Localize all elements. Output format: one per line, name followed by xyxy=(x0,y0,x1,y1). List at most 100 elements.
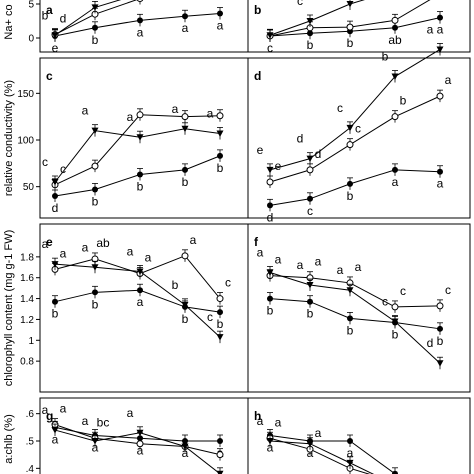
significance-label: a xyxy=(42,237,49,251)
data-point xyxy=(437,325,443,332)
panel-label: a xyxy=(46,3,53,17)
panel-g: g.6.5.4a:chlb (%)aaaaaabcaaa xyxy=(3,397,249,474)
data-point xyxy=(51,32,59,39)
significance-label: a xyxy=(92,441,99,455)
significance-label: b xyxy=(347,36,354,50)
data-point xyxy=(182,13,188,20)
significance-label: a xyxy=(52,432,59,446)
panel-label: b xyxy=(254,3,261,17)
y-tick-label: 150 xyxy=(17,89,34,100)
data-point xyxy=(306,18,314,25)
significance-label: b xyxy=(92,194,99,208)
significance-label: a xyxy=(182,446,189,460)
data-point xyxy=(267,202,273,209)
significance-label: d xyxy=(297,132,304,146)
data-point xyxy=(91,4,99,11)
y-tick-label: 0 xyxy=(28,34,34,45)
data-point xyxy=(436,46,444,53)
significance-label: b xyxy=(437,334,444,348)
data-point xyxy=(137,287,143,294)
significance-label: b xyxy=(217,161,224,175)
significance-label: a xyxy=(315,426,322,440)
data-point xyxy=(266,269,274,276)
y-tick-label: 50 xyxy=(23,182,35,193)
data-point xyxy=(346,124,354,132)
y-tick-label: 1.6 xyxy=(20,273,34,284)
panel-frame xyxy=(247,57,471,219)
significance-label: a xyxy=(355,260,362,274)
significance-label: c xyxy=(337,101,343,115)
data-point xyxy=(92,289,98,296)
significance-label: c xyxy=(42,155,48,169)
panel-frame xyxy=(247,223,471,393)
significance-label: bc xyxy=(97,415,110,429)
data-point xyxy=(217,10,223,17)
data-point xyxy=(52,298,58,305)
significance-label: a xyxy=(347,446,354,460)
data-point xyxy=(436,302,444,310)
significance-label: c xyxy=(267,41,273,55)
significance-label: a xyxy=(145,251,152,265)
significance-label: a xyxy=(315,255,322,269)
y-tick-label: 5 xyxy=(28,0,34,11)
significance-label: a xyxy=(337,263,344,277)
significance-label: b xyxy=(347,323,354,337)
significance-label: c xyxy=(355,122,361,136)
panel-label: h xyxy=(254,409,261,423)
data-point xyxy=(392,24,398,31)
significance-label: b xyxy=(182,175,189,189)
data-point xyxy=(266,166,274,174)
data-point xyxy=(91,162,99,170)
significance-label: a xyxy=(127,244,134,258)
significance-label: a xyxy=(257,414,264,428)
significance-label: a xyxy=(127,406,134,420)
data-point xyxy=(306,440,314,448)
data-point xyxy=(266,438,274,445)
panel-label: g xyxy=(46,409,53,423)
y-tick-label: 1.4 xyxy=(20,294,34,305)
data-point xyxy=(181,443,189,450)
significance-label: c xyxy=(382,295,388,309)
panel-f: fb bb b ba a ac caa acd xyxy=(247,223,471,393)
panel-frame xyxy=(39,57,249,219)
significance-label: d xyxy=(60,12,67,26)
series-line xyxy=(54,0,138,36)
significance-label: a xyxy=(445,73,452,87)
significance-label: a xyxy=(207,106,214,120)
significance-label: e xyxy=(52,41,59,55)
data-point xyxy=(391,73,399,81)
data-point xyxy=(216,470,224,474)
significance-label: c xyxy=(225,276,231,290)
significance-label: a xyxy=(392,175,399,189)
data-point xyxy=(182,166,188,173)
y-axis-label: chlorophyll content (mg g-1 FW) xyxy=(3,230,15,387)
significance-label: d xyxy=(315,147,322,161)
data-point xyxy=(346,141,354,149)
significance-label: c xyxy=(400,284,406,298)
panel-label: e xyxy=(46,235,53,249)
significance-label: b xyxy=(382,50,389,64)
series-line xyxy=(269,298,441,330)
data-point xyxy=(392,470,398,474)
data-point xyxy=(391,318,399,326)
series-line xyxy=(269,435,396,474)
panel-frame xyxy=(247,0,471,53)
significance-label: a xyxy=(427,22,434,36)
data-point xyxy=(216,130,224,137)
data-point xyxy=(92,24,98,31)
significance-label: a xyxy=(275,253,282,267)
data-point xyxy=(137,171,143,178)
data-point xyxy=(436,92,444,100)
significance-label: c xyxy=(60,162,66,176)
data-point xyxy=(136,111,144,119)
y-tick-label: .6 xyxy=(26,409,35,420)
panel-label: d xyxy=(254,69,261,83)
y-axis-label: Na+ co xyxy=(3,4,15,39)
significance-label: a xyxy=(182,21,189,35)
significance-label: a xyxy=(437,177,444,191)
y-tick-label: 100 xyxy=(17,136,34,147)
significance-label: b xyxy=(400,94,407,108)
